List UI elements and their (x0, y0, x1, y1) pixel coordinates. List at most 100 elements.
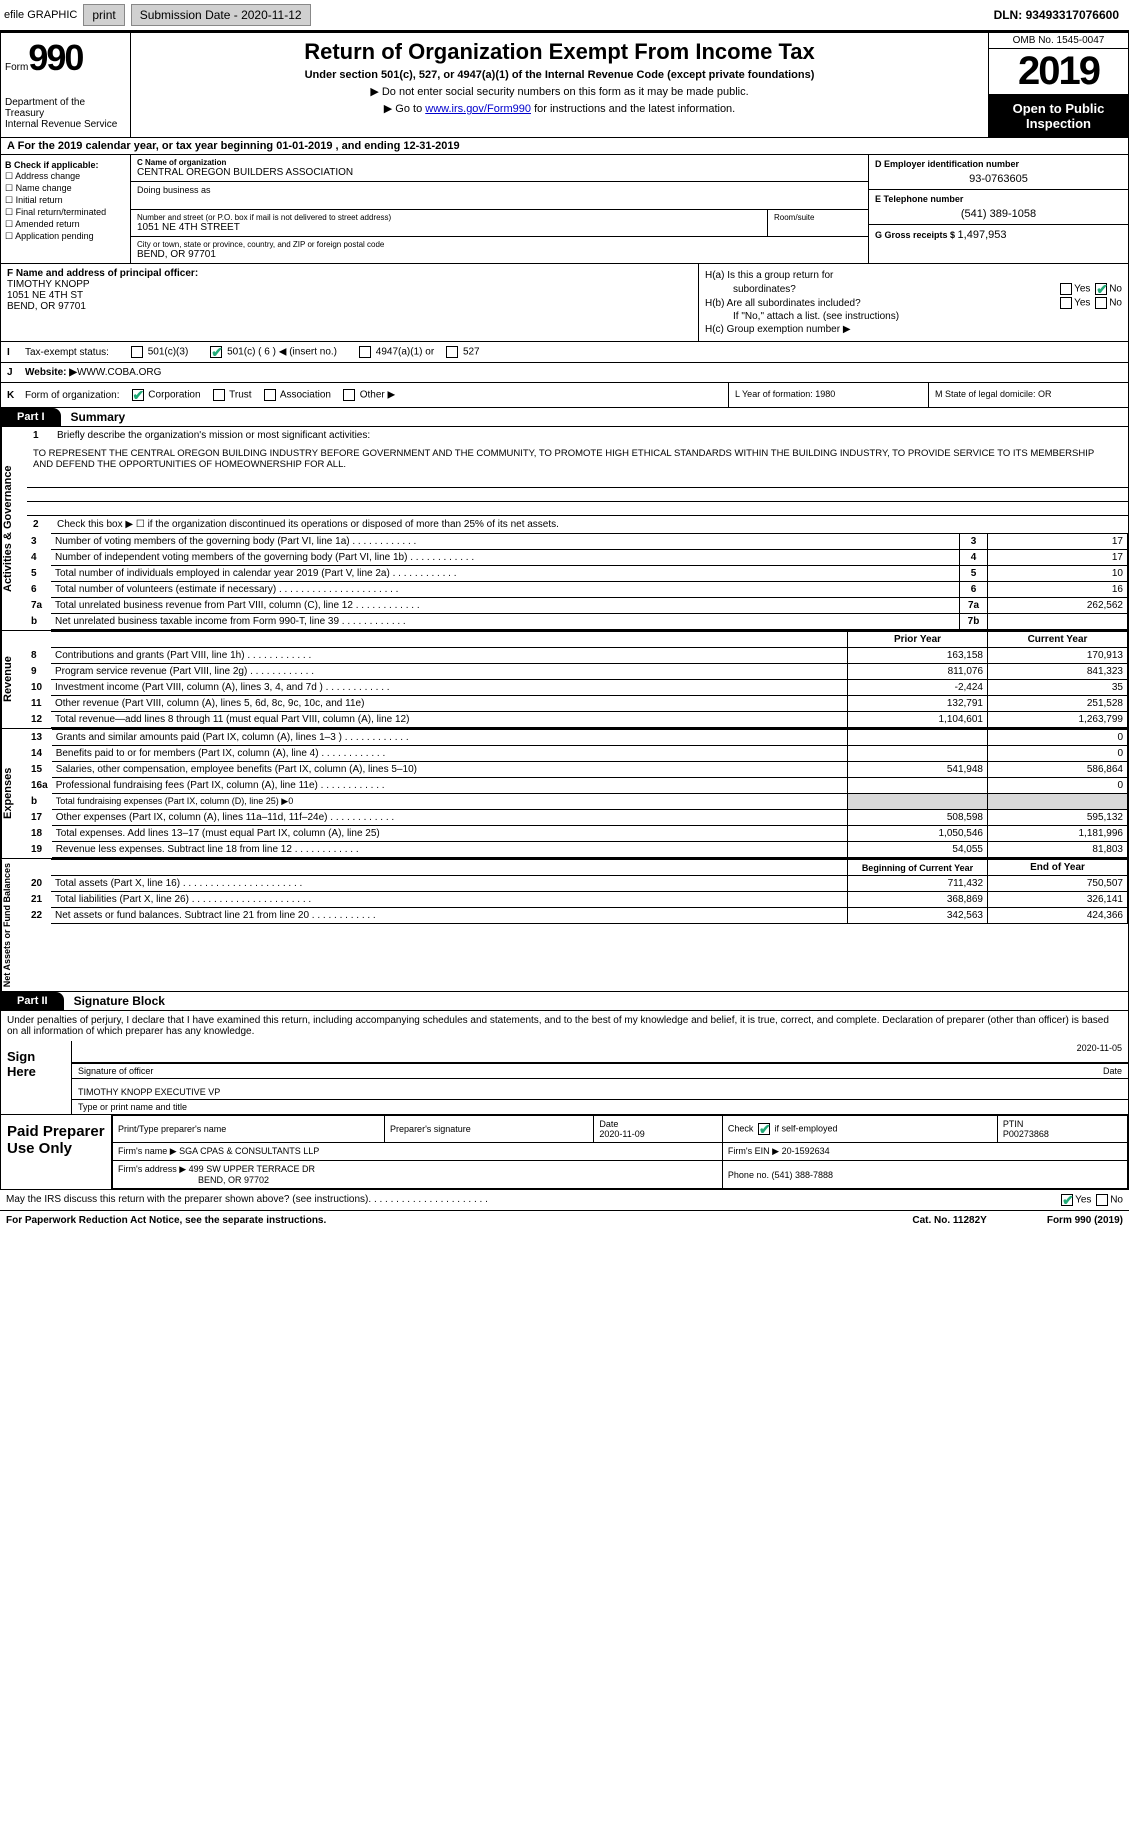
col-b-checkboxes: B Check if applicable: ☐ Address change … (1, 155, 131, 263)
dln-label: DLN: 93493317076600 (994, 8, 1125, 22)
sign-here-label: Sign Here (1, 1041, 71, 1114)
phone-box: E Telephone number (541) 389-1058 (869, 190, 1128, 225)
header-note1: ▶ Do not enter social security numbers o… (137, 85, 982, 98)
website-value: WWW.COBA.ORG (77, 367, 161, 378)
room-box: Room/suite (768, 210, 868, 236)
dept-irs: Internal Revenue Service (5, 119, 126, 130)
officer-h-block: F Name and address of principal officer:… (0, 264, 1129, 342)
line-j: J Website: ▶ WWW.COBA.ORG (0, 363, 1129, 383)
k-corp-checkbox[interactable] (132, 389, 144, 401)
prep-date: 2020-11-09 (599, 1129, 644, 1139)
identity-block: B Check if applicable: ☐ Address change … (0, 155, 1129, 264)
street-box: Number and street (or P.O. box if mail i… (131, 210, 768, 236)
firm-ein: 20-1592634 (782, 1146, 830, 1156)
revenue-section: Revenue Prior YearCurrent Year 8Contribu… (0, 631, 1129, 729)
officer-addr1: 1051 NE 4TH ST (7, 290, 692, 301)
hb-no-checkbox[interactable] (1095, 297, 1107, 309)
k-other-checkbox[interactable] (343, 389, 355, 401)
netassets-section: Net Assets or Fund Balances Beginning of… (0, 859, 1129, 992)
officer-typed-name: TIMOTHY KNOPP EXECUTIVE VP (78, 1087, 220, 1097)
org-name-box: C Name of organization CENTRAL OREGON BU… (131, 155, 868, 182)
submission-date-button[interactable]: Submission Date - 2020-11-12 (131, 4, 311, 26)
netassets-label: Net Assets or Fund Balances (1, 859, 27, 991)
preparer-table: Print/Type preparer's namePreparer's sig… (112, 1115, 1128, 1189)
chk-address-change[interactable]: ☐ Address change (5, 171, 126, 182)
ptin-value: P00273868 (1003, 1129, 1049, 1139)
form-header: Form990 Department of the Treasury Inter… (0, 32, 1129, 138)
col-b-title: B Check if applicable: (5, 160, 126, 170)
revenue-label: Revenue (1, 631, 27, 728)
ha-yes-checkbox[interactable] (1060, 283, 1072, 295)
mission-text: TO REPRESENT THE CENTRAL OREGON BUILDING… (27, 444, 1128, 474)
chk-app-pending[interactable]: ☐ Application pending (5, 231, 126, 242)
page-footer: For Paperwork Reduction Act Notice, see … (0, 1211, 1129, 1230)
i-4947-checkbox[interactable] (359, 346, 371, 358)
city-value: BEND, OR 97701 (137, 249, 862, 260)
header-right: OMB No. 1545-0047 2019 Open to PublicIns… (988, 33, 1128, 137)
dept-treasury: Department of the Treasury (5, 97, 126, 119)
officer-box: F Name and address of principal officer:… (1, 264, 698, 341)
chk-final-return[interactable]: ☐ Final return/terminated (5, 207, 126, 218)
col-right: D Employer identification number 93-0763… (868, 155, 1128, 263)
firm-phone: (541) 388-7888 (771, 1170, 833, 1180)
chk-initial-return[interactable]: ☐ Initial return (5, 195, 126, 206)
chk-name-change[interactable]: ☐ Name change (5, 183, 126, 194)
header-title: Return of Organization Exempt From Incom… (137, 39, 982, 65)
gross-box: G Gross receipts $ 1,497,953 (869, 225, 1128, 245)
hb-yes-checkbox[interactable] (1060, 297, 1072, 309)
expenses-table: 13Grants and similar amounts paid (Part … (27, 729, 1128, 858)
signature-block: Under penalties of perjury, I declare th… (0, 1011, 1129, 1115)
efile-label: efile GRAPHIC (4, 9, 77, 21)
i-501c3-checkbox[interactable] (131, 346, 143, 358)
officer-addr2: BEND, OR 97701 (7, 301, 692, 312)
print-button[interactable]: print (83, 4, 124, 26)
top-toolbar: efile GRAPHIC print Submission Date - 20… (0, 0, 1129, 30)
discuss-yes-checkbox[interactable] (1061, 1194, 1073, 1206)
discuss-no-checkbox[interactable] (1096, 1194, 1108, 1206)
part2-header: Part II Signature Block (0, 992, 1129, 1011)
discuss-row: May the IRS discuss this return with the… (0, 1190, 1129, 1211)
ha-no-checkbox[interactable] (1095, 283, 1107, 295)
header-left: Form990 Department of the Treasury Inter… (1, 33, 131, 137)
i-527-checkbox[interactable] (446, 346, 458, 358)
col-mid: C Name of organization CENTRAL OREGON BU… (131, 155, 868, 263)
chk-amended[interactable]: ☐ Amended return (5, 219, 126, 230)
k-assoc-checkbox[interactable] (264, 389, 276, 401)
header-subtitle: Under section 501(c), 527, or 4947(a)(1)… (137, 69, 982, 81)
line-m: M State of legal domicile: OR (928, 383, 1128, 407)
city-box: City or town, state or province, country… (131, 236, 868, 263)
sig-date: 2020-11-05 (1077, 1043, 1122, 1060)
org-name: CENTRAL OREGON BUILDERS ASSOCIATION (137, 167, 862, 178)
i-501c-checkbox[interactable] (210, 346, 222, 358)
netassets-table: Beginning of Current YearEnd of Year 20T… (27, 859, 1128, 924)
self-employed-checkbox[interactable] (758, 1123, 770, 1135)
omb-number: OMB No. 1545-0047 (989, 33, 1128, 49)
expenses-section: Expenses 13Grants and similar amounts pa… (0, 729, 1129, 859)
klm-row: K Form of organization: Corporation Trus… (0, 383, 1129, 408)
header-note2: ▶ Go to www.irs.gov/Form990 for instruct… (137, 102, 982, 115)
gross-value: 1,497,953 (958, 229, 1007, 241)
penalties-text: Under penalties of perjury, I declare th… (1, 1011, 1128, 1041)
line-k: K Form of organization: Corporation Trus… (1, 383, 728, 407)
h-section: H(a) Is this a group return for subordin… (698, 264, 1128, 341)
street-value: 1051 NE 4TH STREET (137, 222, 761, 233)
firm-name: SGA CPAS & CONSULTANTS LLP (179, 1146, 319, 1156)
dba-box: Doing business as (131, 182, 868, 210)
governance-section: Activities & Governance 1Briefly describ… (0, 427, 1129, 631)
line-l: L Year of formation: 1980 (728, 383, 928, 407)
form-label: Form (5, 62, 28, 73)
revenue-table: Prior YearCurrent Year 8Contributions an… (27, 631, 1128, 728)
irs-link[interactable]: www.irs.gov/Form990 (425, 103, 531, 115)
expenses-label: Expenses (1, 729, 27, 858)
form-number: 990 (28, 37, 82, 78)
row-a-period: A For the 2019 calendar year, or tax yea… (0, 138, 1129, 155)
preparer-block: Paid Preparer Use Only Print/Type prepar… (0, 1115, 1129, 1190)
governance-label: Activities & Governance (1, 427, 27, 630)
header-center: Return of Organization Exempt From Incom… (131, 33, 988, 137)
firm-addr: 499 SW UPPER TERRACE DR (189, 1164, 315, 1174)
part1-header: Part I Summary (0, 408, 1129, 427)
k-trust-checkbox[interactable] (213, 389, 225, 401)
line-i: I Tax-exempt status: 501(c)(3) 501(c) ( … (0, 342, 1129, 363)
tax-year: 2019 (989, 49, 1128, 95)
ein-value: 93-0763605 (875, 169, 1122, 185)
